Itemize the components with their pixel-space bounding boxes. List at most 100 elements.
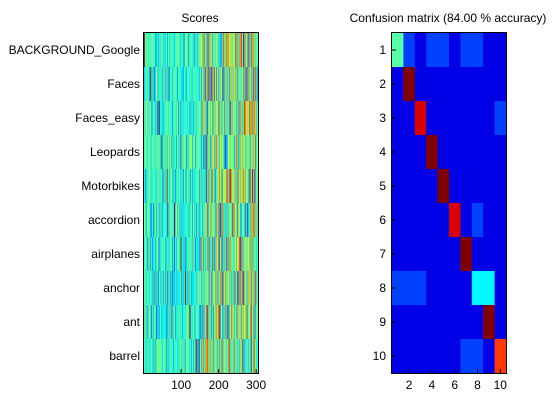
confusion-cell (426, 237, 438, 272)
confusion-cell (471, 101, 484, 136)
confusion-cell (460, 271, 473, 306)
scores-x-tick-label: 100 (171, 378, 191, 392)
confusion-cell (414, 67, 427, 102)
confusion-cell (414, 237, 427, 272)
confusion-cell (392, 67, 404, 102)
confusion-cell (437, 101, 450, 136)
confusion-panel: Confusion matrix (84.00 % accuracy) 1 2 3 4… (350, 11, 547, 392)
confusion-cell (426, 271, 438, 306)
confusion-cell (460, 135, 473, 170)
confusion-y-tick-label: 1 (379, 43, 386, 57)
confusion-cell (460, 101, 473, 136)
confusion-cell (392, 339, 404, 374)
confusion-cell (449, 67, 461, 102)
confusion-cell (426, 33, 438, 68)
confusion-title: Confusion matrix (84.00 % accuracy) (350, 11, 547, 25)
confusion-cell (437, 339, 450, 374)
confusion-y-tick-label: 3 (379, 111, 386, 125)
scores-row (144, 101, 259, 135)
confusion-cell (403, 339, 416, 374)
confusion-y-tick-label: 7 (379, 247, 386, 261)
confusion-cell (414, 135, 427, 170)
confusion-cell (437, 135, 450, 170)
confusion-cell (403, 203, 416, 238)
confusion-cell (471, 67, 484, 102)
confusion-y-tick-label: 9 (379, 315, 386, 329)
scores-row (144, 237, 259, 271)
scores-y-tick-label: barrel (109, 349, 140, 363)
confusion-cell (426, 67, 438, 102)
confusion-heatmap (392, 33, 507, 374)
confusion-cell (471, 305, 484, 340)
scores-title: Scores (181, 11, 218, 25)
confusion-cell (494, 101, 507, 136)
scores-y-tick-label: airplanes (91, 247, 140, 261)
confusion-cell (494, 169, 507, 204)
confusion-cell (460, 339, 473, 374)
confusion-cell (403, 271, 416, 306)
confusion-cell (426, 339, 438, 374)
confusion-cell (460, 33, 473, 68)
confusion-cell (483, 203, 495, 238)
confusion-cell (494, 203, 507, 238)
confusion-cell (437, 271, 450, 306)
confusion-cell (426, 203, 438, 238)
confusion-cell (460, 67, 473, 102)
confusion-cell (392, 169, 404, 204)
confusion-cell (494, 305, 507, 340)
scores-y-tick-label: anchor (103, 281, 140, 295)
scores-row (144, 271, 259, 305)
scores-row (144, 203, 259, 237)
scores-y-tick-label: Faces_easy (75, 111, 140, 125)
confusion-x-tick-labels: 2 4 6 8 10 (406, 369, 507, 392)
confusion-y-tick-label: 4 (379, 145, 386, 159)
confusion-cell (392, 33, 404, 68)
confusion-cell (494, 237, 507, 272)
confusion-cell (449, 135, 461, 170)
confusion-cell (392, 101, 404, 136)
confusion-cell (471, 237, 484, 272)
confusion-cell (437, 67, 450, 102)
confusion-cell (392, 203, 404, 238)
confusion-cell (403, 135, 416, 170)
confusion-cell (414, 339, 427, 374)
confusion-cell (449, 271, 461, 306)
confusion-y-tick-label: 2 (379, 77, 386, 91)
scores-y-tick-labels: BACKGROUND_Google Faces Faces_easy Leopards… (9, 43, 141, 363)
confusion-cell (392, 305, 404, 340)
confusion-cell (403, 305, 416, 340)
confusion-y-tick-label: 8 (379, 281, 386, 295)
scores-x-tick-label: 200 (209, 378, 229, 392)
confusion-cell (414, 169, 427, 204)
scores-row (144, 305, 259, 339)
confusion-y-tick-labels: 1 2 3 4 5 6 7 8 9 10 (373, 43, 396, 363)
confusion-x-tick-label: 4 (429, 378, 436, 392)
scores-y-tick-label: Leopards (90, 145, 140, 159)
confusion-cell (403, 67, 416, 102)
confusion-cell (449, 339, 461, 374)
confusion-y-tick-label: 10 (373, 349, 387, 363)
confusion-cell (414, 271, 427, 306)
confusion-y-tick-label: 5 (379, 179, 386, 193)
confusion-cell (414, 203, 427, 238)
scores-heatmap (144, 33, 259, 373)
confusion-cell (449, 237, 461, 272)
confusion-cell (471, 271, 484, 306)
confusion-cell (403, 237, 416, 272)
confusion-cell (483, 271, 495, 306)
confusion-cell (449, 169, 461, 204)
confusion-cell (471, 33, 484, 68)
confusion-cell (449, 305, 461, 340)
confusion-cell (483, 101, 495, 136)
scores-row (144, 33, 259, 67)
confusion-cell (460, 305, 473, 340)
confusion-x-tick-label: 2 (406, 378, 413, 392)
confusion-cell (494, 135, 507, 170)
confusion-cell (460, 169, 473, 204)
confusion-cell (414, 33, 427, 68)
scores-row (144, 339, 259, 373)
confusion-cell (414, 305, 427, 340)
confusion-cell (437, 33, 450, 68)
confusion-cell (483, 237, 495, 272)
